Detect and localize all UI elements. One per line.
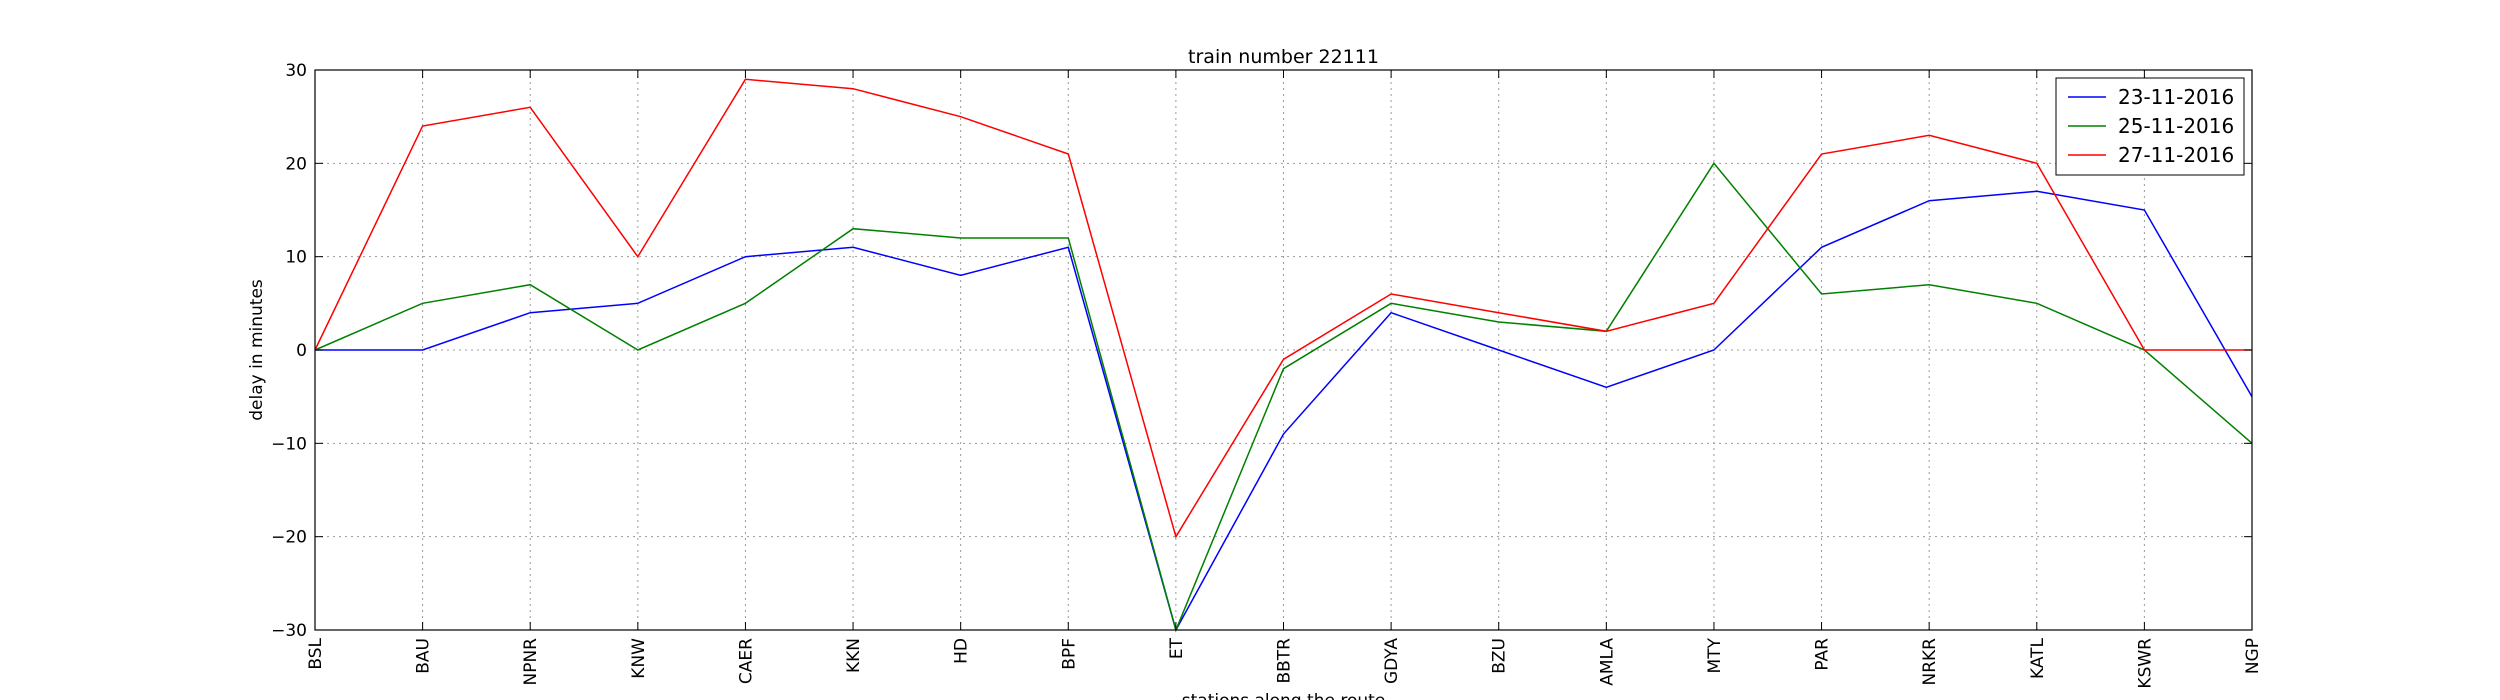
y-tick-label: −30 (271, 621, 307, 641)
y-tick-label: −20 (271, 528, 307, 548)
x-tick-label: BSL (306, 637, 326, 669)
y-tick-label: 0 (296, 341, 307, 361)
y-tick-label: −10 (271, 434, 307, 454)
x-tick-label: CAER (736, 638, 756, 684)
y-axis-label: delay in minutes (247, 279, 267, 421)
x-axis-label: stations along the route (1182, 691, 1386, 700)
x-tick-label: HD (952, 638, 972, 664)
x-tick-label: BPF (1059, 638, 1079, 670)
x-tick-label: NPNR (521, 638, 541, 686)
x-tick-label: MTY (1705, 637, 1725, 673)
series-lines (314, 78, 2253, 633)
legend-label: 25-11-2016 (2118, 114, 2234, 138)
series-line-27-11-2016 (314, 78, 2252, 539)
y-tick-label: 30 (285, 61, 307, 81)
x-tick-label: KKN (844, 638, 864, 673)
x-tick-label: KSWR (2135, 638, 2155, 689)
chart-title: train number 22111 (1188, 46, 1379, 68)
x-tick-label: BBTR (1275, 638, 1295, 684)
axis-ticks: BSL BAU NPNR KNW CAER KKN HD BPF ET BBTR GDYA BZU AM… (271, 61, 2263, 689)
x-tick-label: KATL (2028, 637, 2048, 679)
x-tick-label: PAR (1813, 638, 1833, 671)
x-tick-label: ET (1167, 637, 1187, 659)
grid (314, 69, 2253, 631)
legend-label: 23-11-2016 (2118, 85, 2234, 109)
y-tick-label: 10 (285, 248, 307, 268)
series-line-23-11-2016 (315, 190, 2253, 632)
x-tick-label: AMLA (1597, 638, 1617, 686)
series-line-25-11-2016 (314, 162, 2253, 633)
x-tick-label: BAU (414, 638, 434, 674)
x-tick-label: GDYA (1382, 638, 1402, 684)
x-tick-label: NRKR (1920, 638, 1940, 686)
x-tick-label: KNW (629, 638, 649, 679)
x-tick-label: BZU (1490, 638, 1510, 674)
y-tick-label: 20 (285, 154, 307, 174)
legend-label: 27-11-2016 (2118, 143, 2234, 167)
x-tick-label: NGP (2243, 638, 2263, 674)
legend: 23-11-2016 25-11-2016 27-11-2016 (2055, 77, 2245, 176)
